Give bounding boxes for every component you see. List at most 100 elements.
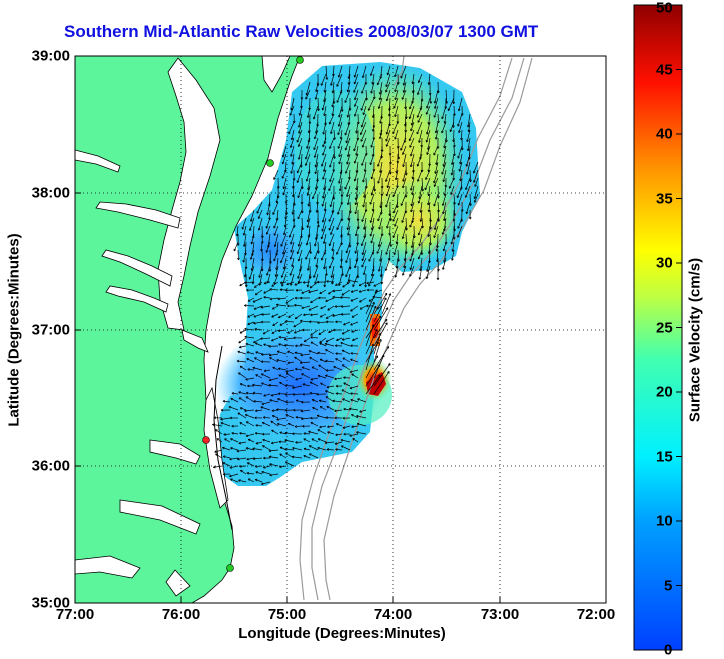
velocity-vector	[263, 281, 271, 284]
velocity-vector-head	[354, 251, 356, 254]
velocity-vector-head	[427, 202, 429, 206]
velocity-vector	[351, 289, 359, 293]
velocity-vector-head	[239, 283, 242, 286]
velocity-vector	[277, 297, 287, 300]
velocity-vector-head	[275, 267, 277, 271]
velocity-vector-head	[334, 377, 337, 380]
velocity-vector-head	[268, 344, 271, 347]
velocity-vector-head	[363, 195, 365, 198]
velocity-vector	[272, 201, 279, 215]
velocity-vector	[313, 105, 319, 120]
velocity-vector-head	[308, 308, 311, 311]
velocity-vector-head	[331, 73, 334, 77]
velocity-vector	[386, 89, 391, 102]
velocity-vector	[356, 249, 359, 262]
colorbar-tick-label: 15	[656, 448, 673, 466]
velocity-vector-head	[253, 321, 256, 324]
velocity-vector	[324, 81, 327, 93]
velocity-vector-head	[238, 479, 241, 481]
velocity-vector-head	[355, 153, 357, 156]
velocity-vector	[272, 321, 279, 326]
velocity-vector-head	[310, 313, 313, 316]
velocity-vector	[360, 129, 367, 142]
velocity-vector	[271, 441, 279, 444]
velocity-vector-head	[442, 211, 444, 214]
velocity-vector	[300, 153, 303, 168]
velocity-vector	[294, 281, 303, 286]
velocity-vector-head	[329, 131, 332, 134]
velocity-vector	[459, 161, 463, 172]
velocity-vector	[309, 453, 319, 459]
velocity-vector-head	[297, 125, 300, 128]
velocity-vector-head	[290, 154, 292, 157]
velocity-vector-head	[443, 193, 445, 196]
velocity-vector-head	[260, 305, 263, 308]
velocity-vector-head	[436, 277, 439, 280]
velocity-vector	[276, 193, 279, 203]
velocity-vector-head	[269, 287, 272, 290]
radar-site-marker	[266, 159, 274, 167]
velocity-vector-head	[263, 281, 266, 284]
velocity-vector	[372, 121, 375, 132]
velocity-vector-head	[460, 137, 462, 141]
velocity-vector-head	[361, 75, 364, 78]
velocity-vector-head	[254, 327, 257, 330]
velocity-vector-head	[419, 219, 422, 222]
velocity-vector-head	[303, 313, 306, 316]
velocity-vector	[449, 121, 455, 132]
velocity-vector-head	[214, 450, 217, 453]
velocity-vector-head	[410, 188, 412, 191]
velocity-vector	[411, 113, 415, 126]
velocity-vector	[315, 81, 319, 92]
velocity-vector-head	[290, 250, 292, 253]
velocity-vector	[352, 438, 359, 443]
velocity-vector	[327, 305, 335, 311]
velocity-vector	[387, 177, 391, 188]
velocity-vector	[379, 161, 383, 173]
velocity-vector	[346, 153, 351, 165]
map-grid	[75, 56, 606, 603]
velocity-vector-head	[306, 219, 309, 222]
velocity-vector-head	[336, 338, 338, 341]
velocity-vector-head	[294, 316, 297, 319]
velocity-vector	[239, 329, 247, 334]
velocity-vector-head	[316, 202, 318, 205]
velocity-vector	[233, 241, 239, 252]
velocity-vector-head	[281, 154, 284, 158]
velocity-vector	[330, 73, 335, 86]
velocity-vector	[357, 398, 367, 403]
velocity-vector-head	[261, 402, 264, 405]
velocity-vector	[340, 161, 343, 175]
velocity-vector	[466, 161, 471, 175]
velocity-vector-head	[253, 285, 256, 288]
velocity-vector	[321, 153, 327, 167]
velocity-vector-head	[235, 233, 238, 237]
velocity-vector-head	[261, 470, 264, 473]
velocity-vector	[355, 193, 359, 205]
velocity-vector	[378, 233, 383, 247]
velocity-vector	[315, 89, 319, 100]
velocity-vector-head	[328, 330, 331, 333]
velocity-vector	[393, 241, 399, 255]
velocity-vector	[442, 257, 447, 270]
velocity-vector	[307, 273, 311, 288]
velocity-vector	[285, 369, 295, 372]
velocity-vector	[416, 121, 423, 135]
velocity-vector-head	[355, 187, 357, 191]
velocity-vector	[373, 363, 391, 387]
velocity-vector	[372, 73, 375, 85]
velocity-vector	[248, 438, 255, 443]
velocity-vector	[367, 97, 375, 111]
velocity-vector	[418, 73, 423, 83]
velocity-vector	[345, 137, 351, 151]
velocity-vector-head	[300, 353, 303, 356]
velocity-vector-head	[242, 232, 245, 236]
velocity-vector	[239, 383, 247, 387]
velocity-vector	[322, 169, 327, 180]
velocity-vector-head	[279, 465, 282, 468]
velocity-vector-head	[335, 392, 339, 394]
velocity-vector	[229, 465, 239, 469]
velocity-vector-head	[260, 337, 263, 340]
velocity-vector	[220, 417, 231, 420]
velocity-vector	[283, 257, 287, 270]
